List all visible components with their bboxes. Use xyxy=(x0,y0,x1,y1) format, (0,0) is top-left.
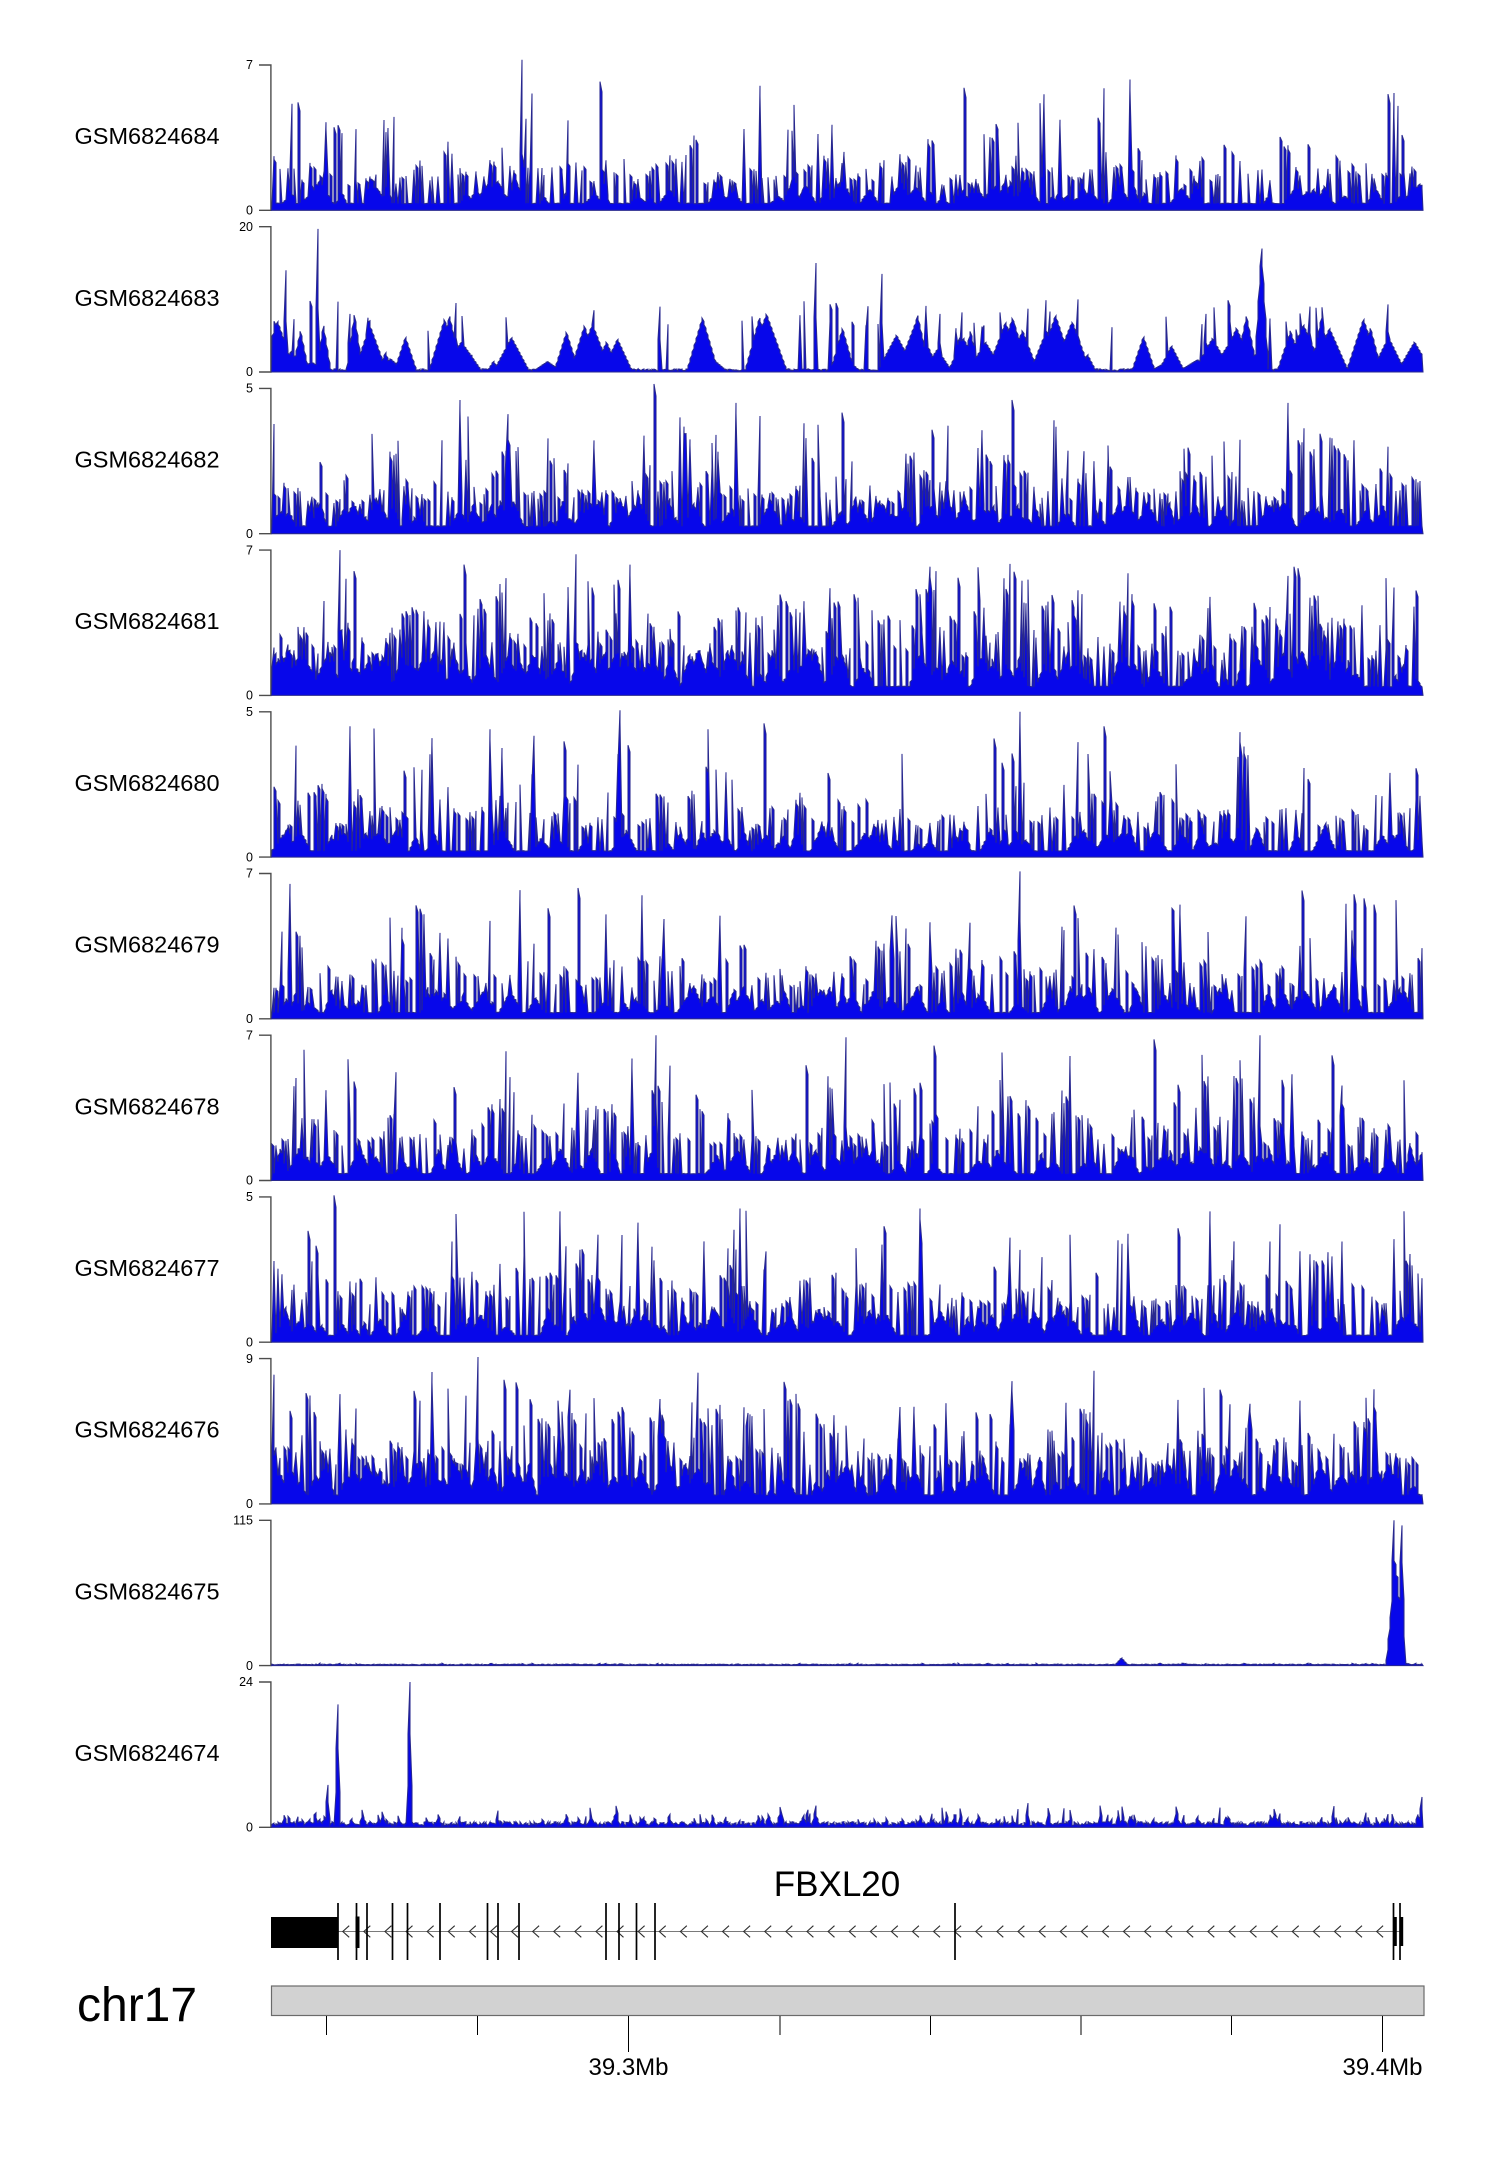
svg-text:9: 9 xyxy=(246,1352,253,1366)
svg-text:7: 7 xyxy=(246,58,253,72)
svg-text:GSM6824684: GSM6824684 xyxy=(75,123,220,149)
svg-text:39.4Mb: 39.4Mb xyxy=(1342,2054,1422,2081)
svg-text:20: 20 xyxy=(239,220,253,234)
svg-text:39.3Mb: 39.3Mb xyxy=(588,2054,668,2081)
svg-text:chr17: chr17 xyxy=(77,1979,197,2032)
svg-text:GSM6824677: GSM6824677 xyxy=(75,1255,220,1281)
svg-text:GSM6824683: GSM6824683 xyxy=(75,285,220,311)
svg-text:7: 7 xyxy=(246,1028,253,1042)
svg-text:7: 7 xyxy=(246,543,253,557)
svg-text:GSM6824682: GSM6824682 xyxy=(75,447,220,473)
svg-text:GSM6824675: GSM6824675 xyxy=(75,1578,220,1604)
svg-text:0: 0 xyxy=(246,1335,253,1349)
svg-text:GSM6824674: GSM6824674 xyxy=(75,1740,220,1766)
svg-text:GSM6824681: GSM6824681 xyxy=(75,608,220,634)
svg-text:5: 5 xyxy=(246,382,253,396)
svg-text:0: 0 xyxy=(246,1012,253,1026)
svg-text:0: 0 xyxy=(246,1497,253,1511)
svg-text:GSM6824678: GSM6824678 xyxy=(75,1093,220,1119)
svg-text:GSM6824676: GSM6824676 xyxy=(75,1417,220,1443)
svg-text:0: 0 xyxy=(246,204,253,218)
svg-text:0: 0 xyxy=(246,850,253,864)
svg-text:0: 0 xyxy=(246,1821,253,1835)
svg-text:GSM6824679: GSM6824679 xyxy=(75,932,220,958)
svg-text:0: 0 xyxy=(246,1174,253,1188)
svg-text:0: 0 xyxy=(246,689,253,703)
svg-text:0: 0 xyxy=(246,527,253,541)
svg-text:0: 0 xyxy=(246,1659,253,1673)
svg-text:7: 7 xyxy=(246,867,253,881)
svg-text:115: 115 xyxy=(233,1514,253,1528)
svg-text:GSM6824680: GSM6824680 xyxy=(75,770,220,796)
svg-text:5: 5 xyxy=(246,705,253,719)
svg-text:FBXL20: FBXL20 xyxy=(774,1865,900,1904)
svg-text:24: 24 xyxy=(239,1675,253,1689)
svg-text:0: 0 xyxy=(246,365,253,379)
svg-text:5: 5 xyxy=(246,1190,253,1204)
